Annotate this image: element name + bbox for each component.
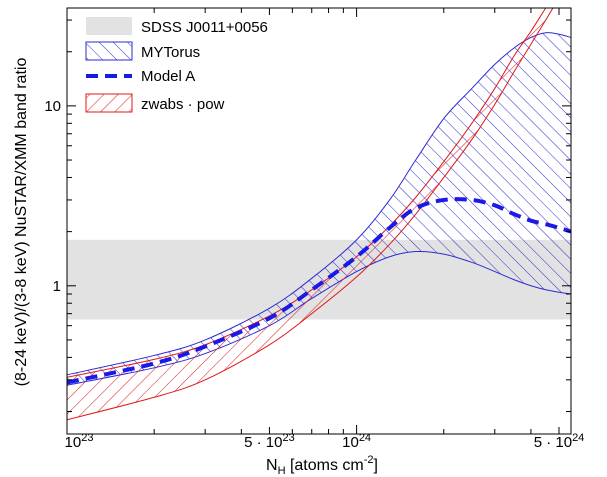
x-tick-label-exponent: 23: [81, 432, 93, 444]
legend-label-model-a: Model A: [141, 68, 195, 85]
legend: SDSS J0011+0056 MYTorus Model A zwabs · …: [85, 17, 268, 113]
x-tick-label: 1024: [342, 432, 371, 451]
axis-ticks: [66, 8, 571, 434]
x-tick-label-exponent: 23: [282, 432, 294, 444]
plot-area: [67, 8, 571, 421]
mytorus-band: [67, 32, 571, 386]
legend-label-sdss: SDSS J0011+0056: [141, 19, 268, 36]
x-tick-label: 1023: [65, 432, 94, 451]
x-tick-label-base: 10: [65, 434, 82, 451]
x-tick-label: 5 · 1024: [534, 432, 585, 451]
x-tick-labels: 1023 5 · 1023 1024 5 · 1024: [65, 432, 585, 451]
x-axis-title: NH [atoms cm-2]: [266, 454, 378, 477]
plot-frame: [66, 7, 572, 435]
y-axis-title: (8-24 keV)/(3-8 keV) NuSTAR/XMM band rat…: [13, 58, 30, 387]
x-tick-label-exponent: 24: [359, 432, 371, 444]
x-tick-label: 5 · 1023: [244, 432, 295, 451]
y-tick-label: 10: [44, 98, 61, 115]
x-tick-label-base: 5 · 10: [244, 434, 282, 451]
x-tick-label-exponent: 24: [572, 432, 584, 444]
legend-label-zwabs: zwabs · pow: [141, 96, 225, 113]
y-tick-labels: 1 10: [44, 98, 61, 295]
x-tick-label-base: 5 · 10: [534, 434, 572, 451]
x-tick-label-base: 10: [342, 434, 359, 451]
model-a-line: [67, 197, 571, 385]
legend-swatch-zwabs: [85, 93, 133, 113]
legend-label-mytorus: MYTorus: [141, 44, 200, 61]
y-tick-label: 1: [53, 278, 61, 295]
legend-swatch-sdss: [86, 17, 132, 35]
legend-swatch-mytorus: [85, 41, 133, 61]
